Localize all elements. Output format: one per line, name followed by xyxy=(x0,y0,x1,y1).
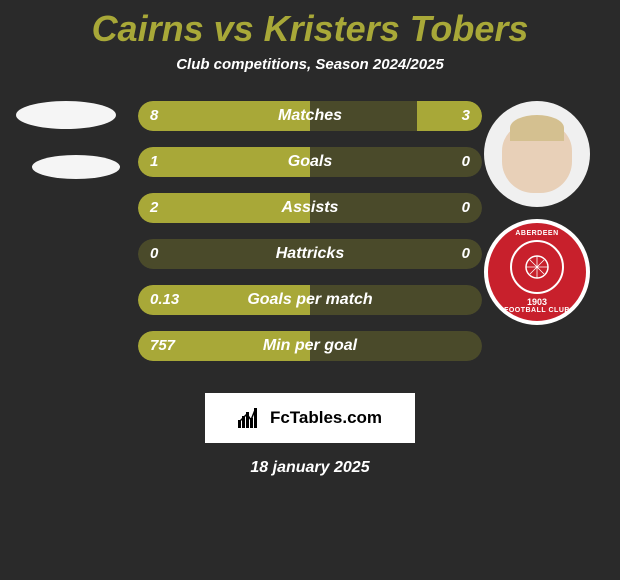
stat-label: Matches xyxy=(138,101,482,131)
stat-row: Hattricks0 0 xyxy=(138,239,482,269)
stat-value-right: 0 xyxy=(462,239,470,269)
stat-value-left: 757 xyxy=(150,331,175,361)
stat-row: Assists2 0 xyxy=(138,193,482,223)
stat-value-left: 8 xyxy=(150,101,158,131)
stat-row: Matches8 3 xyxy=(138,101,482,131)
stat-label: Hattricks xyxy=(138,239,482,269)
stat-label: Assists xyxy=(138,193,482,223)
stat-row: Min per goal757 xyxy=(138,331,482,361)
stat-row: Goals per match0.13 xyxy=(138,285,482,315)
stat-value-left: 0.13 xyxy=(150,285,179,315)
club-badge: ABERDEEN 1903 FOOTBALL CLUB xyxy=(484,219,590,325)
page-title: Cairns vs Kristers Tobers xyxy=(0,0,620,50)
blank-avatar-1 xyxy=(16,101,116,129)
club-name-bottom: FOOTBALL CLUB xyxy=(504,307,570,314)
date-label: 18 january 2025 xyxy=(0,459,620,477)
player-right-avatar xyxy=(484,101,590,207)
stat-label: Goals xyxy=(138,147,482,177)
stat-label: Min per goal xyxy=(138,331,482,361)
player-right-column: ABERDEEN 1903 FOOTBALL CLUB xyxy=(484,101,590,325)
page-subtitle: Club competitions, Season 2024/2025 xyxy=(0,56,620,73)
club-year: 1903 xyxy=(527,297,547,307)
club-name-top: ABERDEEN xyxy=(515,230,558,237)
player-left-column xyxy=(10,101,120,205)
stat-value-right: 0 xyxy=(462,193,470,223)
brand-icon xyxy=(238,408,264,428)
stat-row: Goals1 0 xyxy=(138,147,482,177)
stat-value-left: 2 xyxy=(150,193,158,223)
avatar-face-placeholder xyxy=(502,123,572,193)
comparison-area: ABERDEEN 1903 FOOTBALL CLUB Matches8 3 Goa… xyxy=(0,101,620,381)
stats-bars: Matches83Goals10Assists20Hattricks00Goal… xyxy=(138,101,482,377)
brand-badge: FcTables.com xyxy=(205,393,415,443)
stat-value-right: 0 xyxy=(462,147,470,177)
stat-value-right: 3 xyxy=(462,101,470,131)
club-inner-circle xyxy=(510,240,564,294)
stat-value-left: 1 xyxy=(150,147,158,177)
stat-value-left: 0 xyxy=(150,239,158,269)
stat-label: Goals per match xyxy=(138,285,482,315)
brand-text: FcTables.com xyxy=(270,408,382,428)
blank-avatar-2 xyxy=(32,155,120,179)
